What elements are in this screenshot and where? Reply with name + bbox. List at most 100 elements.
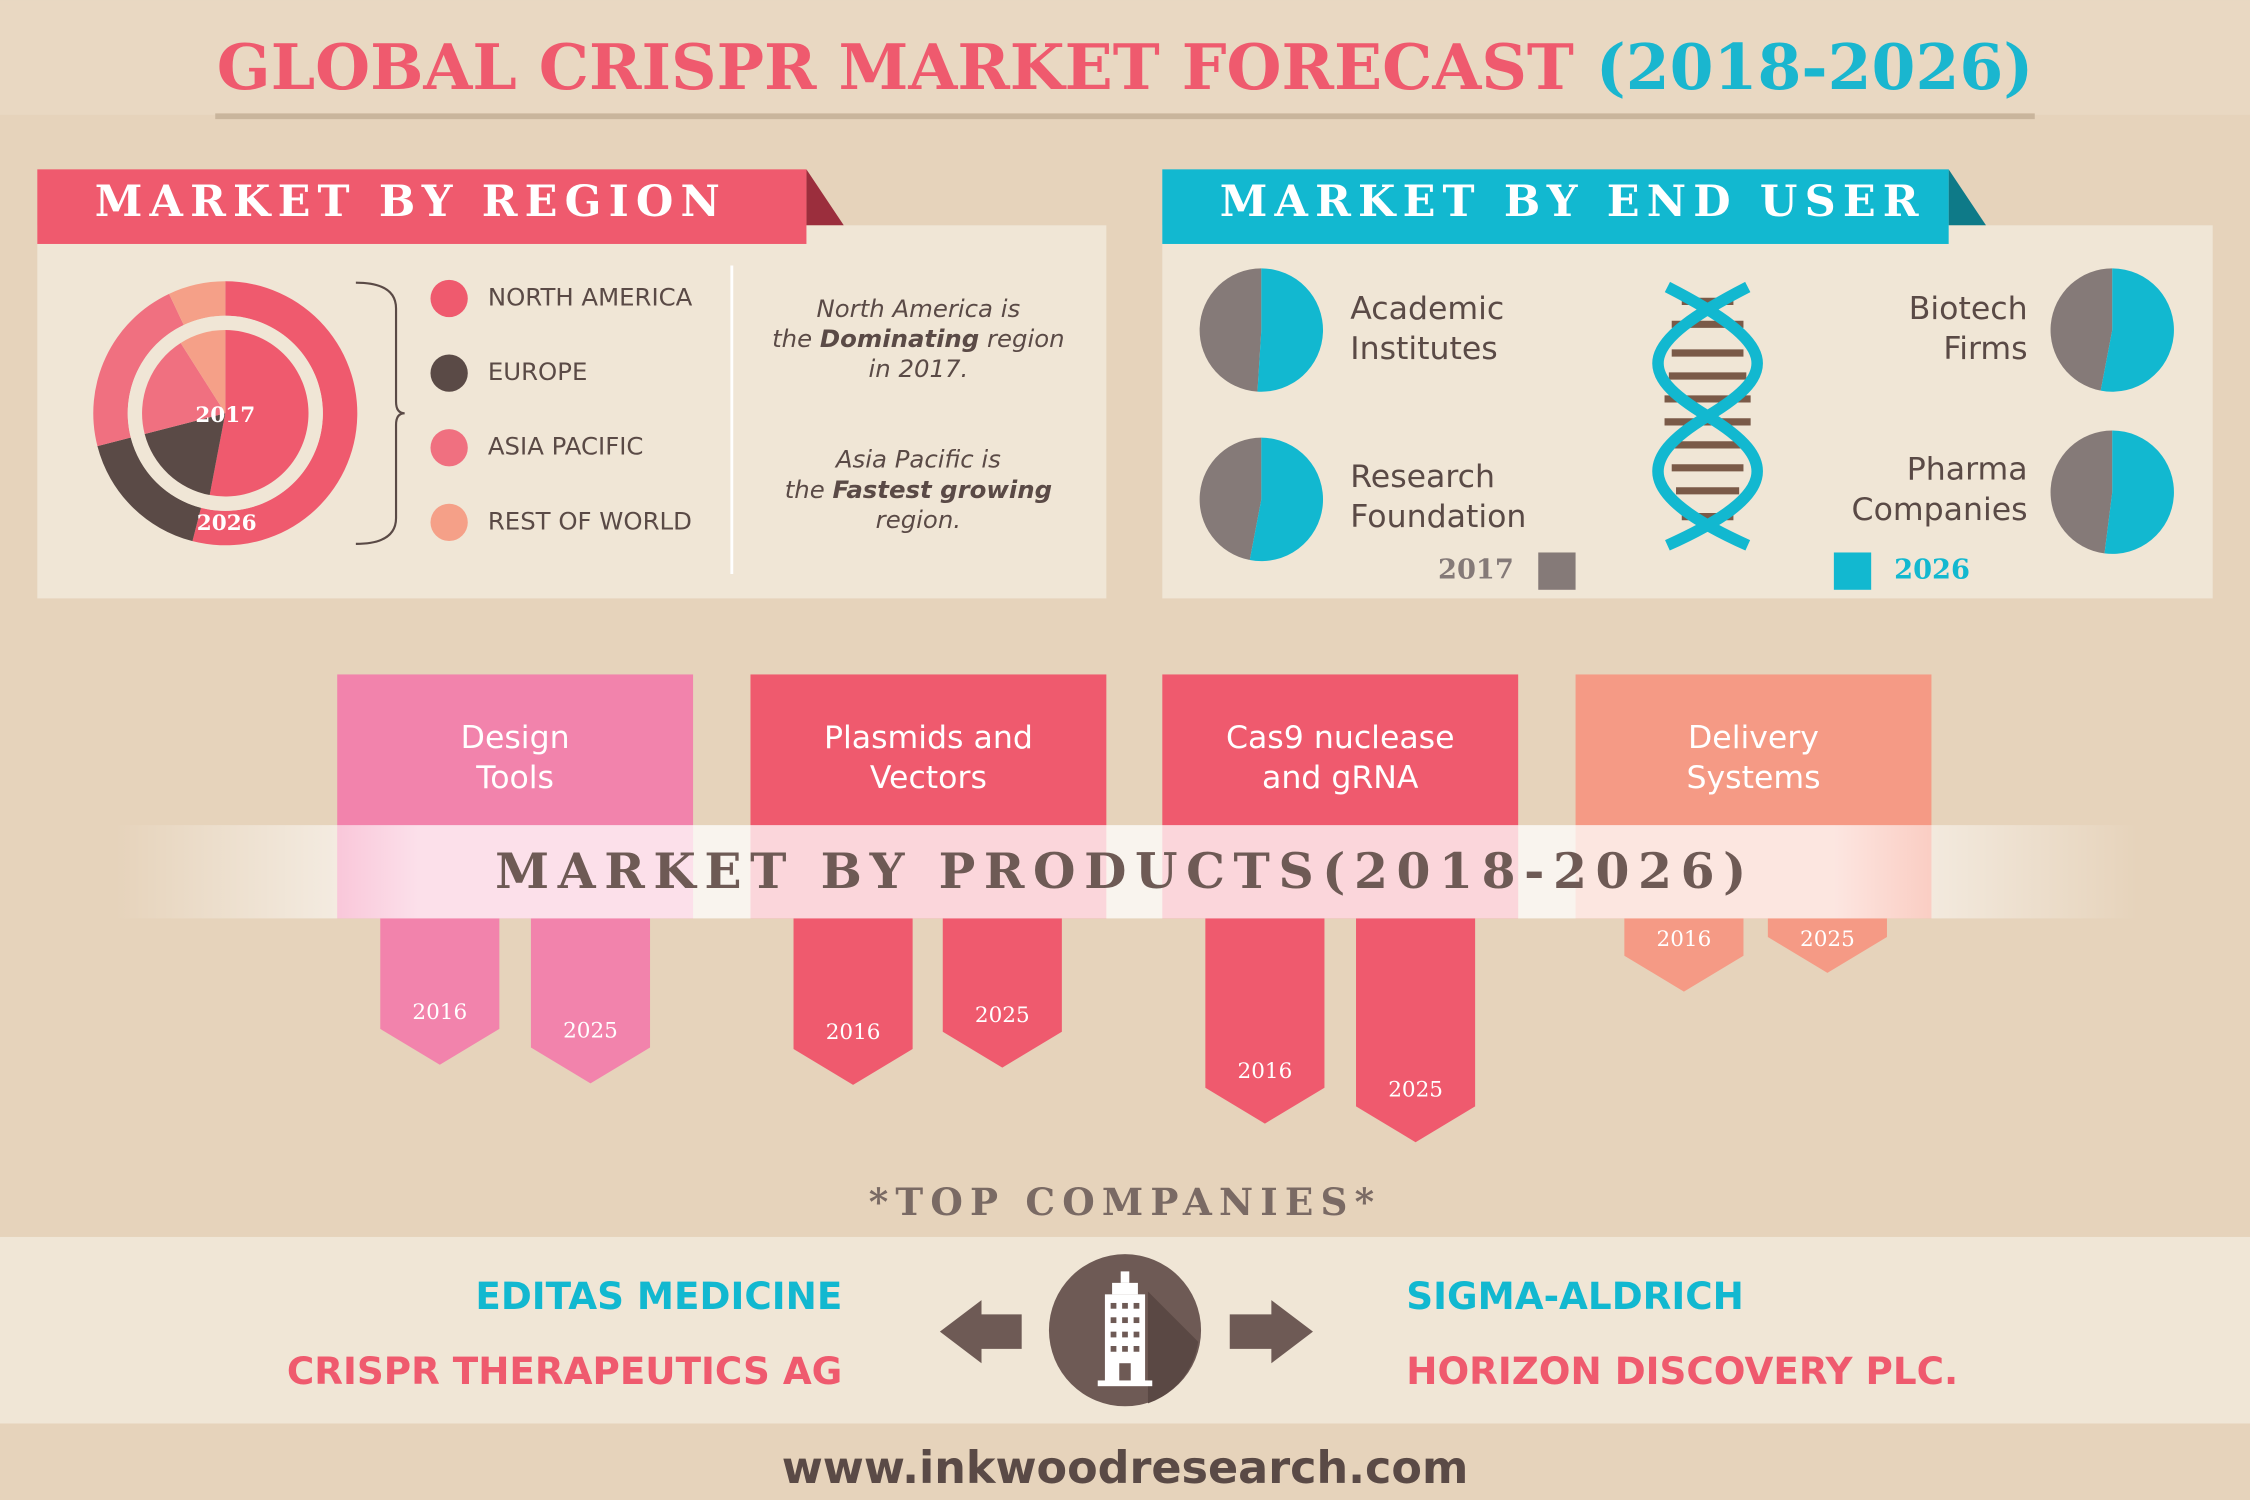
segment-label: Pharma <box>1907 452 2028 488</box>
pie-slice <box>1257 268 1324 392</box>
year-label: 2016 <box>1238 1059 1293 1084</box>
product-arrow <box>380 918 500 1065</box>
note: the Fastest growing <box>785 475 1052 504</box>
legend-label: NORTH AMERICA <box>488 282 693 311</box>
note-text: the <box>785 475 833 504</box>
legend-swatch <box>430 503 468 541</box>
year-label: 2025 <box>975 1003 1030 1028</box>
inner-year: 2017 <box>195 403 255 428</box>
pie-slice <box>1199 268 1262 392</box>
note: region. <box>876 505 961 534</box>
brace <box>355 281 405 545</box>
title-main: GLOBAL CRISPR MARKET FORECAST <box>217 29 1574 103</box>
product-arrow <box>1624 918 1744 992</box>
region-chart: 2017 2026 NORTH AMERICA EUROPE ASIA PACIFIC R… <box>93 279 1065 546</box>
note: North America is <box>817 294 1021 323</box>
product-label: Cas9 nuclease <box>1226 720 1455 756</box>
note-text: region <box>979 324 1064 353</box>
product-label: and gRNA <box>1262 760 1419 796</box>
product-arrow <box>942 918 1062 1068</box>
company: HORIZON DISCOVERY PLC. <box>1406 1349 1958 1393</box>
year-label: 2016 <box>1657 927 1712 952</box>
region-slice <box>209 330 309 497</box>
legend-label: 2026 <box>1894 554 1970 586</box>
company: EDITAS MEDICINE <box>475 1274 842 1318</box>
region-slice <box>192 281 358 546</box>
note-text: North America is <box>817 294 1021 323</box>
segment-label: Companies <box>1852 492 2028 528</box>
region-slice <box>180 330 226 414</box>
pie-slice <box>2050 430 2113 554</box>
segment-label: Foundation <box>1350 499 1526 535</box>
product-arrow <box>1205 918 1325 1124</box>
products-band <box>114 825 2139 919</box>
note: in 2017. <box>868 354 968 383</box>
product-label: Delivery <box>1688 720 1819 756</box>
legend-label: EUROPE <box>488 357 587 386</box>
note-text: Asia Pacific is <box>834 445 1001 474</box>
product-arrow <box>793 918 913 1085</box>
companies-heading: *TOP COMPANIES* <box>869 1180 1382 1224</box>
segment-label: Institutes <box>1350 331 1497 367</box>
region-slice <box>93 293 184 447</box>
arrow-left <box>939 1300 1022 1364</box>
end-user-heading: MARKET BY END USER <box>1220 177 1926 227</box>
title: GLOBAL CRISPR MARKET FORECAST (2018-2026… <box>217 29 2033 103</box>
note: the Dominating region <box>772 324 1064 353</box>
year-label: 2025 <box>1388 1078 1443 1103</box>
legend-label: REST OF WORLD <box>488 506 692 535</box>
pie-slice <box>2050 268 2113 391</box>
end-user-panel <box>1162 225 2213 599</box>
pie-slice <box>2104 430 2174 554</box>
legend-swatch <box>430 354 468 392</box>
pie-slice <box>1199 437 1262 560</box>
note-text: Fastest growing <box>832 475 1052 504</box>
title-years: (2018-2026) <box>1596 29 2033 103</box>
region-header <box>37 169 807 244</box>
product-arrow <box>1356 918 1476 1143</box>
company: CRISPR THERAPEUTICS AG <box>287 1349 842 1393</box>
end-user-chart: Academic Institutes Research Foundation Biot… <box>1199 268 2174 590</box>
product-label: Vectors <box>870 760 987 796</box>
legend-label: ASIA PACIFIC <box>488 432 644 461</box>
year-label: 2016 <box>412 1000 467 1025</box>
dna-icon <box>1652 281 1763 551</box>
region-slice <box>144 413 226 496</box>
product-label: Plasmids and <box>824 720 1033 756</box>
segment-label: Academic <box>1350 291 1504 327</box>
region-heading: MARKET BY REGION <box>95 177 727 227</box>
year-label: 2025 <box>1800 927 1855 952</box>
footer: www.inkwoodresearch.com <box>782 1443 1469 1494</box>
region-slice <box>142 343 226 434</box>
legend-swatch <box>1833 552 1872 590</box>
pie-slice <box>2100 268 2174 392</box>
product-label: Design <box>461 720 570 756</box>
outer-year: 2026 <box>197 511 257 536</box>
legend-swatch <box>430 279 468 318</box>
legend-swatch <box>1538 552 1576 590</box>
title-band <box>0 0 2250 115</box>
segment-label: Research <box>1350 459 1495 495</box>
note-text: region. <box>876 505 961 534</box>
year-label: 2016 <box>826 1020 881 1045</box>
header-fold <box>1948 169 1986 226</box>
year-label: 2025 <box>563 1019 618 1044</box>
note-text: Dominating <box>820 324 979 353</box>
legend-swatch <box>430 429 468 467</box>
end-user-header <box>1162 169 1949 244</box>
note: Asia Pacific is <box>834 445 1001 474</box>
product-arrow <box>530 918 651 1084</box>
product-label: Systems <box>1686 760 1820 796</box>
region-slice <box>169 281 226 325</box>
header-fold <box>806 169 844 226</box>
note-text: in 2017. <box>868 354 968 383</box>
region-slice <box>97 437 202 542</box>
pie-slice <box>1249 437 1324 562</box>
legend-label: 2017 <box>1438 554 1514 586</box>
segment-label: Firms <box>1943 331 2027 367</box>
segment-label: Biotech <box>1909 291 2028 327</box>
title-rule <box>215 113 2035 120</box>
company: SIGMA-ALDRICH <box>1406 1274 1744 1318</box>
